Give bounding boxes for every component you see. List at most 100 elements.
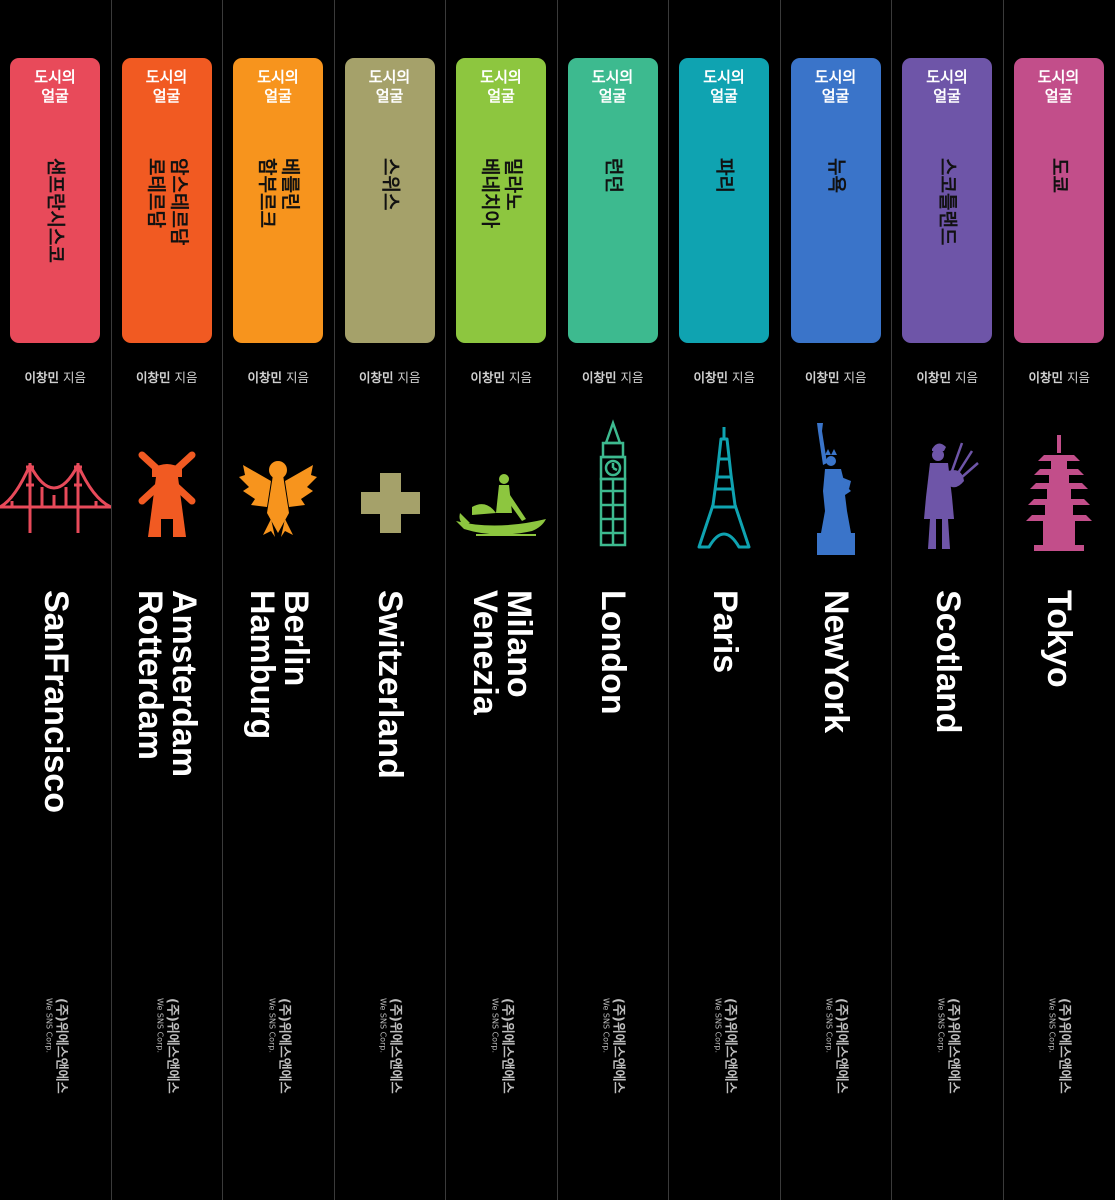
german-eagle-icon [223,415,334,565]
publisher-english: We SNS Corp. [936,998,945,1053]
english-title: Amsterdam Rotterdam [131,590,203,778]
author-suffix: 지음 [174,370,198,385]
korean-title-box: 런던 [568,158,658,336]
spine-color-label: 도시의 얼굴 뉴욕 [790,58,881,343]
korean-title-box: 샌프란시스코 [10,158,100,336]
book-spine-6[interactable]: 도시의 얼굴 런던 이창민 지음 London (주)위에스앤에스 We SNS… [558,0,669,1200]
author-name: 이창민 [470,370,505,385]
publisher: (주)위에스앤에스 We SNS Corp. [43,998,68,1128]
spine-color-label: 도시의 얼굴 베를린 함부르크 [233,58,323,343]
publisher: (주)위에스앤에스 We SNS Corp. [489,998,514,1128]
publisher-box: (주)위에스앤에스 We SNS Corp. [223,998,334,1128]
english-title-box: Scotland [892,590,1003,970]
author-name: 이창민 [247,370,282,385]
publisher-korean: (주)위에스앤에스 [722,998,737,1094]
english-title: London [594,590,632,715]
korean-title: 런던 [602,158,624,193]
publisher-english: We SNS Corp. [155,998,165,1053]
author-name: 이창민 [24,370,59,385]
publisher-english: We SNS Corp. [378,998,388,1053]
english-title: SanFrancisco [36,590,75,813]
publisher: (주)위에스앤에스 We SNS Corp. [824,998,849,1128]
author-name: 이창민 [916,370,951,385]
author-suffix: 지음 [620,370,644,385]
author-line: 이창민 지음 [223,367,334,386]
korean-title: 스코틀랜드 [936,158,959,246]
korean-title-box: 베를린 함부르크 [233,158,323,336]
author-suffix: 지음 [397,370,421,385]
statue-of-liberty-icon [781,415,892,565]
book-spine-5[interactable]: 도시의 얼굴 밀라노 베네치아 이창민 지음 Milano Venezia (주… [446,0,558,1200]
korean-title-box: 도쿄 [1014,158,1104,336]
gondola-icon-svg [456,474,546,536]
book-spine-7[interactable]: 도시의 얼굴 파리 이창민 지음 Paris (주)위에스앤에스 We SNS … [669,0,781,1200]
korean-title: 뉴욕 [825,158,847,193]
author-line: 이창민 지음 [112,367,223,386]
author-line: 이창민 지음 [892,367,1003,386]
english-title: NewYork [817,590,855,733]
statue-of-liberty-icon-svg [816,423,855,555]
big-ben-icon [558,415,669,565]
author-name: 이창민 [804,370,840,385]
book-spine-9[interactable]: 도시의 얼굴 스코틀랜드 이창민 지음 Scotland (주)위에스앤에스 W… [892,0,1004,1200]
book-spine-3[interactable]: 도시의 얼굴 베를린 함부르크 이창민 지음 Berlin Hamburg (주… [223,0,335,1200]
korean-title: 샌프란시스코 [44,158,67,263]
book-spine-2[interactable]: 도시의 얼굴 암스테르담 로테르담 이창민 지음 Amsterdam Rotte… [112,0,223,1200]
publisher-box: (주)위에스앤에스 We SNS Corp. [558,998,669,1128]
publisher-korean: (주)위에스앤에스 [387,998,403,1094]
publisher-korean: (주)위에스앤에스 [610,998,626,1094]
author-suffix: 지음 [285,370,309,385]
english-title: Milano Venezia [465,590,538,715]
english-title-box: London [558,590,669,970]
korean-title-box: 밀라노 베네치아 [456,158,546,336]
bagpiper-icon [892,415,1003,565]
english-title: Scotland [928,590,967,734]
english-title: Berlin Hamburg [242,590,315,740]
author-suffix: 지음 [731,370,755,385]
book-spine-1[interactable]: 도시의 얼굴 샌프란시스코 이창민 지음 SanFrancisco (주)위에스… [0,0,112,1200]
series-title: 도시의 얼굴 [480,68,522,105]
publisher: (주)위에스앤에스 We SNS Corp. [155,998,180,1128]
publisher-korean: (주)위에스앤에스 [164,998,180,1094]
publisher-korean: (주)위에스앤에스 [53,998,68,1094]
series-title: 도시의 얼굴 [145,68,188,105]
swiss-cross-icon-svg [360,473,420,533]
publisher-korean: (주)위에스앤에스 [1056,998,1072,1094]
series-title: 도시의 얼굴 [368,68,411,105]
book-spine-4[interactable]: 도시의 얼굴 스위스 이창민 지음 Switzerland (주)위에스앤에스 … [335,0,446,1200]
english-title-box: NewYork [781,590,892,970]
book-spine-10[interactable]: 도시의 얼굴 도쿄 이창민 지음 Tokyo (주)위에스앤에스 [1004,0,1115,1200]
korean-title-box: 스코틀랜드 [902,158,992,336]
publisher-box: (주)위에스앤에스 We SNS Corp. [1004,998,1115,1128]
author-suffix: 지음 [843,370,867,385]
swiss-cross-icon [335,415,446,565]
korean-title: 파리 [713,158,736,193]
publisher-box: (주)위에스앤에스 We SNS Corp. [669,998,780,1128]
author-suffix: 지음 [1066,370,1090,385]
publisher-english: We SNS Corp. [267,998,276,1053]
english-title-box: Paris [669,590,780,970]
korean-title: 밀라노 베네치아 [479,158,524,228]
korean-title: 암스테르담 로테르담 [144,158,190,246]
author-name: 이창민 [1028,370,1063,385]
publisher-english: We SNS Corp. [601,998,611,1053]
spine-color-label: 도시의 얼굴 도쿄 [1013,58,1104,343]
series-title: 도시의 얼굴 [34,68,76,105]
korean-title-box: 파리 [679,158,769,336]
english-title-box: Tokyo [1004,590,1115,970]
publisher-korean: (주)위에스앤에스 [833,998,849,1094]
author-line: 이창민 지음 [0,367,111,386]
spine-color-label: 도시의 얼굴 스위스 [344,58,435,343]
english-title: Tokyo [1040,590,1078,688]
series-title: 도시의 얼굴 [703,68,745,105]
publisher-korean: (주)위에스앤에스 [276,998,291,1094]
publisher: (주)위에스앤에스 We SNS Corp. [266,998,291,1128]
pagoda-icon-svg [1025,435,1092,551]
publisher-english: We SNS Corp. [824,998,834,1053]
book-spine-8[interactable]: 도시의 얼굴 뉴욕 이창민 지음 NewYork (주)위에스앤에스 We SN… [781,0,892,1200]
english-title-box: Berlin Hamburg [223,590,334,970]
spine-color-label: 도시의 얼굴 밀라노 베네치아 [456,58,546,343]
publisher-box: (주)위에스앤에스 We SNS Corp. [446,998,557,1128]
author-line: 이창민 지음 [558,367,669,386]
big-ben-icon-svg [599,419,626,547]
